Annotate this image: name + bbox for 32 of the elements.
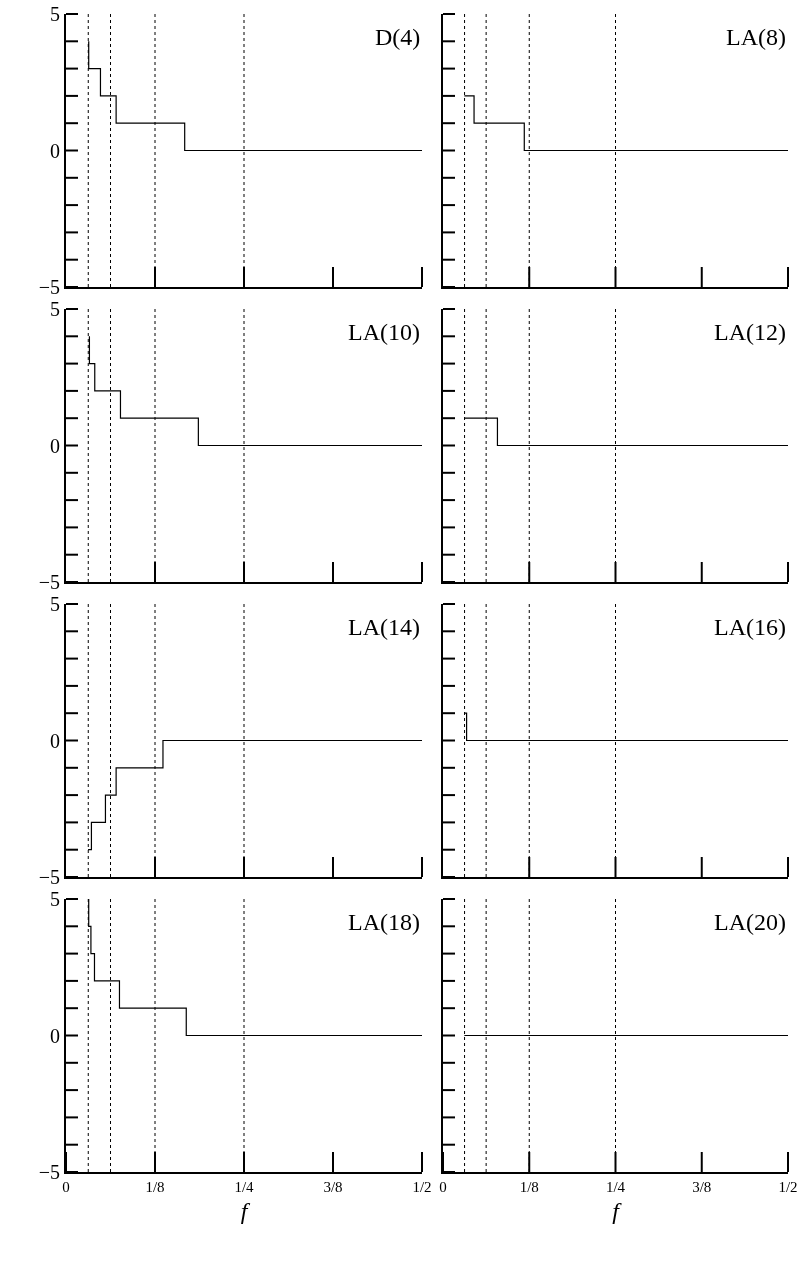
chart-title: LA(14)	[348, 614, 420, 640]
chart-title: D(4)	[375, 24, 421, 50]
chart-title: LA(12)	[714, 319, 786, 345]
x-axis-title: f	[612, 1197, 623, 1224]
x-tick-label: 1/4	[234, 1179, 255, 1195]
x-tick-label: 3/8	[692, 1179, 712, 1195]
y-tick-label: −5	[38, 571, 60, 593]
y-tick-label: 0	[50, 434, 60, 457]
y-tick-label: 5	[50, 888, 60, 910]
chart-title: LA(10)	[348, 319, 420, 345]
y-tick-label: 0	[50, 1024, 60, 1047]
x-tick-label: 1/4	[605, 1179, 626, 1195]
chart-title: LA(8)	[726, 24, 786, 50]
x-tick-label: 1/2	[778, 1179, 798, 1195]
y-tick-label: 5	[50, 3, 60, 25]
y-tick-label: 5	[50, 298, 60, 320]
y-tick-label: −5	[38, 1161, 60, 1183]
x-tick-label: 1/8	[145, 1179, 165, 1195]
x-tick-label: 3/8	[323, 1179, 343, 1195]
x-tick-label: 1/8	[519, 1179, 539, 1195]
y-tick-label: 5	[50, 593, 60, 615]
y-tick-label: −5	[38, 866, 60, 888]
x-tick-label: 0	[439, 1179, 447, 1195]
chart-title: LA(18)	[348, 909, 420, 935]
x-axis-title: f	[240, 1197, 251, 1224]
chart-title: LA(20)	[714, 909, 786, 935]
y-tick-label: −5	[38, 276, 60, 298]
y-tick-label: 0	[50, 139, 60, 162]
chart-title: LA(16)	[714, 614, 786, 640]
y-tick-label: 0	[50, 729, 60, 752]
x-tick-label: 1/2	[412, 1179, 432, 1195]
x-tick-label: 0	[62, 1179, 70, 1195]
